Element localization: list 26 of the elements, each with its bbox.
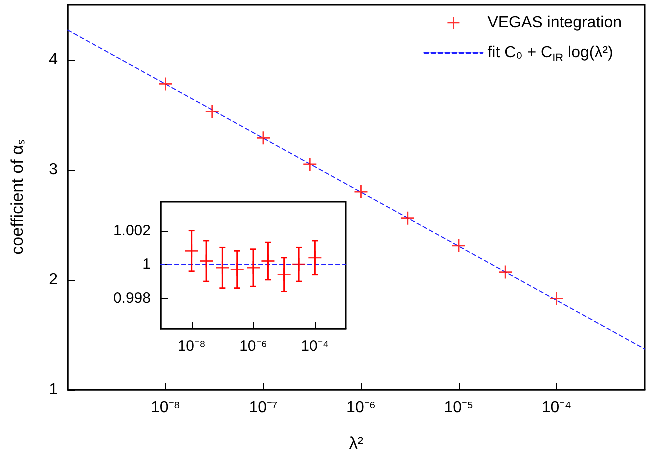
- y-tick-label: 1: [49, 382, 58, 398]
- x-tick-label: 10⁻⁷: [249, 400, 278, 416]
- legend-label: VEGAS integration: [488, 14, 622, 32]
- x-tick-label: 10⁻⁶: [346, 400, 376, 416]
- x-tick-label: 10⁻⁸: [178, 338, 206, 355]
- point: [185, 244, 198, 258]
- y-tick-label: 1: [142, 256, 151, 274]
- y-tick-label: 3: [49, 162, 58, 178]
- point: [230, 263, 244, 276]
- y-tick-label: 4: [49, 52, 58, 68]
- x-tick-label: 10⁻⁴: [301, 338, 330, 355]
- x-tick-label: 10⁻⁸: [150, 400, 181, 416]
- point: [262, 254, 275, 268]
- point: [278, 268, 291, 282]
- point: [200, 254, 214, 268]
- x-tick-label: 10⁻⁵: [444, 400, 474, 416]
- y-axis-title: coefficient of αₛ: [8, 140, 27, 255]
- point: [292, 258, 306, 272]
- x-tick-label: 10⁻⁶: [240, 338, 268, 355]
- y-tick-label: 2: [49, 272, 58, 288]
- y-tick-label: 1.002: [113, 222, 151, 240]
- x-axis-title: λ²: [349, 434, 364, 453]
- x-tick-label: 10⁻⁴: [542, 400, 572, 416]
- point: [308, 251, 322, 264]
- point: [216, 262, 230, 275]
- y-tick-label: 0.998: [113, 290, 151, 308]
